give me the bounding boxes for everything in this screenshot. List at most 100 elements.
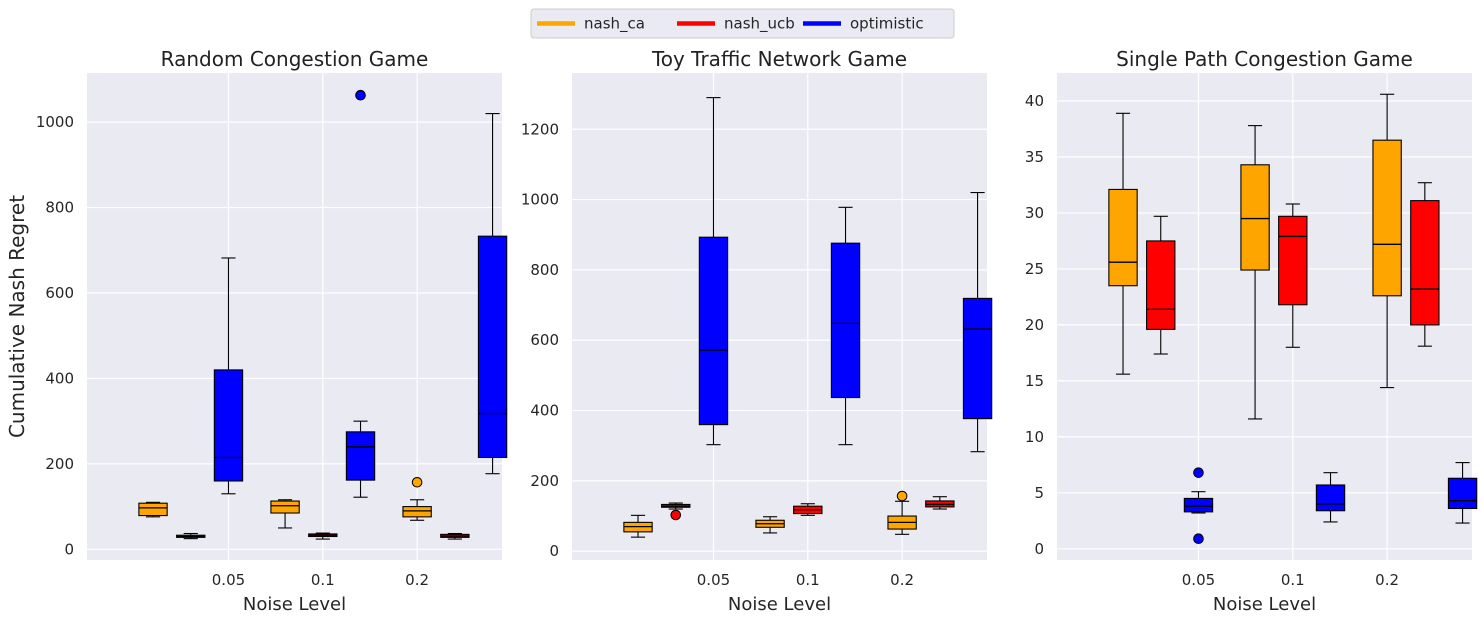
outlier-point bbox=[670, 509, 682, 521]
x-tick-label: 0.1 bbox=[1281, 571, 1305, 589]
legend-label: optimistic bbox=[850, 15, 924, 33]
box-nash_ca bbox=[1372, 93, 1402, 389]
legend-box bbox=[530, 8, 955, 39]
box-iqr bbox=[1278, 215, 1308, 306]
box-nash_ucb bbox=[1278, 203, 1308, 348]
box-iqr bbox=[1146, 240, 1176, 330]
box-nash_ca bbox=[138, 501, 168, 518]
box-iqr bbox=[1447, 477, 1478, 510]
y-tick-label: 0 bbox=[549, 542, 559, 560]
y-tick-label: 1000 bbox=[36, 113, 74, 131]
box-iqr bbox=[1108, 188, 1138, 287]
y-tick-label: 35 bbox=[1025, 148, 1044, 166]
y-tick-label: 10 bbox=[1025, 428, 1044, 446]
y-tick-label: 30 bbox=[1025, 204, 1044, 222]
y-tick-label: 0 bbox=[64, 540, 74, 558]
box-nash_ucb bbox=[793, 503, 823, 516]
box-optimistic bbox=[830, 206, 861, 446]
plot-area bbox=[572, 73, 987, 560]
box-optimistic bbox=[1315, 472, 1346, 523]
box-nash_ca bbox=[270, 499, 300, 529]
y-tick-label: 5 bbox=[1034, 484, 1044, 502]
legend-entry-optimistic: optimistic bbox=[803, 15, 924, 33]
y-tick-label: 600 bbox=[45, 284, 74, 302]
box-iqr bbox=[698, 236, 729, 426]
chart-title: Random Congestion Game bbox=[161, 47, 429, 71]
y-tick-label: 400 bbox=[45, 369, 74, 387]
plot-area bbox=[87, 73, 502, 560]
y-tick-label: 800 bbox=[530, 261, 559, 279]
legend-entry-nash_ca: nash_ca bbox=[537, 15, 645, 34]
legend-label: nash_ucb bbox=[724, 15, 795, 34]
box-nash_ucb bbox=[925, 496, 955, 510]
x-axis-label: Noise Level bbox=[243, 594, 346, 615]
x-tick-label: 0.05 bbox=[697, 571, 730, 589]
box-iqr bbox=[477, 235, 508, 459]
y-tick-label: 200 bbox=[45, 455, 74, 473]
chart-panel-2: 0 200 400 600 800 1000 1200 0.05 0.1 0.2 Toy Traff… bbox=[521, 47, 993, 615]
chart-title: Single Path Congestion Game bbox=[1116, 47, 1413, 71]
box-nash_ucb bbox=[308, 532, 338, 540]
y-tick-label: 40 bbox=[1025, 92, 1044, 110]
box-optimistic bbox=[1183, 467, 1214, 545]
box-nash_ca bbox=[755, 516, 785, 534]
y-tick-label: 25 bbox=[1025, 260, 1044, 278]
outlier-point bbox=[355, 89, 366, 101]
chart-title: Toy Traffic Network Game bbox=[651, 47, 907, 71]
y-tick-label: 1000 bbox=[521, 191, 559, 209]
box-optimistic bbox=[962, 192, 993, 453]
plot-area bbox=[1057, 73, 1472, 560]
outlier-point bbox=[411, 476, 423, 488]
x-tick-label: 0.2 bbox=[1375, 571, 1399, 589]
y-tick-label: 20 bbox=[1025, 316, 1044, 334]
box-iqr bbox=[270, 500, 300, 514]
box-iqr bbox=[1372, 139, 1402, 297]
box-nash_ucb bbox=[176, 532, 206, 540]
x-tick-label: 0.1 bbox=[311, 571, 335, 589]
box-optimistic bbox=[345, 89, 376, 498]
box-nash_ucb bbox=[1410, 182, 1440, 347]
x-tick-label: 0.1 bbox=[796, 571, 820, 589]
box-iqr bbox=[1315, 484, 1346, 512]
box-iqr bbox=[213, 369, 244, 482]
y-tick-label: 800 bbox=[45, 199, 74, 217]
y-axis-label: Cumulative Nash Regret bbox=[5, 195, 29, 438]
x-tick-label: 0.2 bbox=[405, 571, 429, 589]
y-tick-label: 600 bbox=[530, 331, 559, 349]
y-tick-label: 15 bbox=[1025, 372, 1044, 390]
box-nash_ucb bbox=[1146, 215, 1176, 355]
box-iqr bbox=[1410, 200, 1440, 326]
box-optimistic bbox=[477, 113, 508, 475]
y-tick-label: 200 bbox=[530, 472, 559, 490]
box-nash_ca bbox=[1108, 112, 1138, 375]
box-iqr bbox=[962, 297, 993, 420]
legend-entry-nash_ucb: nash_ucb bbox=[677, 15, 795, 34]
chart-panel-3: 0 5 10 15 20 25 30 35 40 0.05 0.1 0.2 Single Path Co… bbox=[1025, 47, 1478, 615]
box-nash_ca bbox=[402, 476, 432, 521]
legend-label: nash_ca bbox=[584, 15, 645, 34]
legend: nash_ca nash_ucb optimistic bbox=[530, 8, 955, 39]
x-tick-label: 0.05 bbox=[1182, 571, 1215, 589]
outlier-point bbox=[1193, 533, 1204, 545]
y-tick-label: 1200 bbox=[521, 120, 559, 138]
y-tick-label: 0 bbox=[1034, 540, 1044, 558]
box-iqr bbox=[1183, 497, 1214, 513]
box-nash_ca bbox=[1240, 125, 1270, 420]
box-nash_ca bbox=[623, 514, 653, 538]
box-optimistic bbox=[698, 97, 729, 446]
x-tick-label: 0.05 bbox=[212, 571, 245, 589]
box-iqr bbox=[1240, 164, 1270, 271]
box-optimistic bbox=[213, 257, 244, 495]
box-nash_ucb bbox=[440, 532, 470, 540]
x-tick-label: 0.2 bbox=[890, 571, 914, 589]
box-iqr bbox=[402, 506, 432, 518]
box-iqr bbox=[345, 431, 376, 481]
x-axis-label: Noise Level bbox=[1213, 594, 1316, 615]
box-nash_ucb bbox=[661, 502, 691, 521]
box-nash_ca bbox=[887, 490, 917, 535]
y-tick-label: 400 bbox=[530, 402, 559, 420]
x-axis-label: Noise Level bbox=[728, 594, 831, 615]
box-iqr bbox=[138, 502, 168, 517]
